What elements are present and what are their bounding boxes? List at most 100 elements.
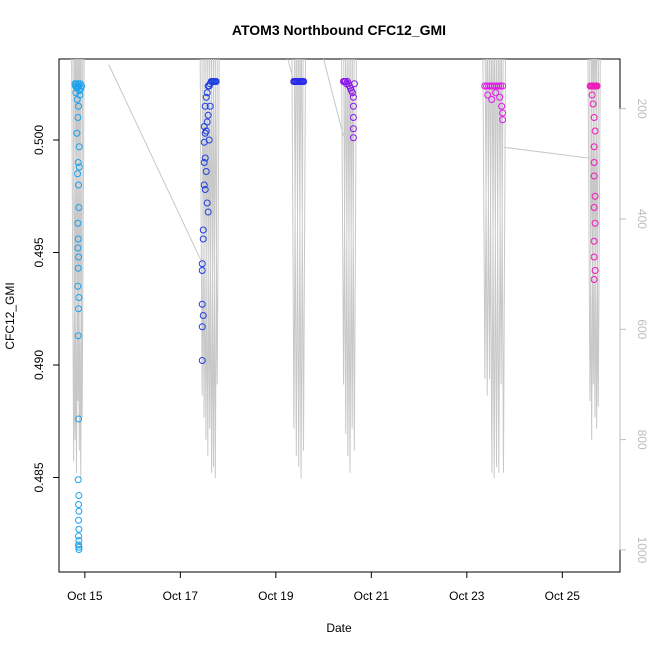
data-point [591,192,599,200]
data-point [74,114,82,121]
data-point [591,127,599,135]
x-tick-label: Oct 25 [545,589,581,603]
x-tick-label: Oct 19 [258,589,294,603]
pressure-profile [291,58,306,479]
data-point [591,219,599,227]
data-point [588,91,596,99]
data-point [202,93,210,101]
data-point [75,543,83,551]
x-tick-label: Oct 21 [354,589,390,603]
data-point [199,312,207,319]
data-point [199,226,207,234]
y-axis: 0.485 0.490 0.495 0.500 [32,125,60,493]
y-tick-label: 0.490 [32,350,46,380]
data-point [204,111,212,119]
data-point [74,219,82,227]
y-tick-label: 0.485 [32,462,46,492]
pressure-profile [587,58,601,440]
x-axis: Oct 15 Oct 17 Oct 19 Oct 21 Oct 23 Oct 25 [67,571,581,603]
data-point [78,82,86,90]
data-point [590,172,598,180]
data-point [198,300,206,308]
data-point [203,199,211,207]
data-point [74,332,82,340]
data-point [198,357,206,364]
data-point [349,114,357,121]
y2-tick-label: 800 [635,430,649,450]
data-point [349,102,357,110]
data-point [349,134,357,142]
x-tick-label: Oct 15 [67,589,103,603]
data-point [74,476,82,484]
data-point [590,237,598,245]
data-point [74,159,82,166]
data-point [75,415,83,423]
data-point [204,208,212,216]
plot-frame [58,58,621,573]
y-tick-label: 0.500 [32,125,46,155]
data-point [492,89,500,97]
data-point [75,253,83,261]
transit-line [108,64,203,264]
data-point [74,235,82,243]
data-point [75,501,83,508]
data-point [198,323,206,331]
data-point [201,154,209,162]
y2-tick-label: 600 [635,319,649,339]
data-point [74,264,82,272]
data-point [499,109,507,117]
pressure-profile [482,58,506,479]
data-point [203,118,211,126]
data-point [200,159,208,166]
data-point [198,267,206,274]
data-point [74,170,82,178]
data-point [199,235,207,243]
data-point [498,102,506,110]
data-point [589,100,597,108]
y2-tick-label: 200 [635,99,649,119]
data-point [591,267,599,274]
data-point [74,282,82,290]
transit-line [323,58,344,137]
y-axis-label: CFC12_GMI [3,282,17,349]
x-tick-label: Oct 17 [163,589,199,603]
data-point [590,114,598,121]
data-point [206,102,214,110]
data-point [212,78,220,85]
data-point [496,93,504,101]
pressure-lines [71,58,601,479]
pressure-profile [71,58,85,479]
data-point [72,89,80,97]
data-point [75,102,83,110]
data-point [590,143,598,151]
x-tick-label: Oct 23 [449,589,485,603]
data-point [203,89,211,97]
transit-line [503,146,591,159]
data-point [488,96,496,103]
data-point [499,116,507,124]
data-point [593,82,601,90]
data-point [75,537,83,544]
y2-axis: 200 400 600 800 1000 [619,99,649,564]
data-point [590,276,598,283]
data-point [499,82,507,90]
data-point [75,143,83,151]
data-point [495,82,503,90]
pressure-profile [199,58,220,479]
data-point [198,260,206,268]
y2-tick-label: 1000 [635,537,649,564]
data-point [300,78,308,85]
pressure-profile [341,58,357,473]
data-point [590,159,598,166]
data-point [350,80,358,88]
data-point [73,129,81,137]
data-points [71,78,601,553]
x-axis-label: Date [326,621,352,635]
data-point [201,102,209,110]
data-point [75,492,83,499]
data-point [348,89,356,97]
data-point [484,91,492,99]
data-point [497,82,505,90]
data-point [205,136,213,144]
